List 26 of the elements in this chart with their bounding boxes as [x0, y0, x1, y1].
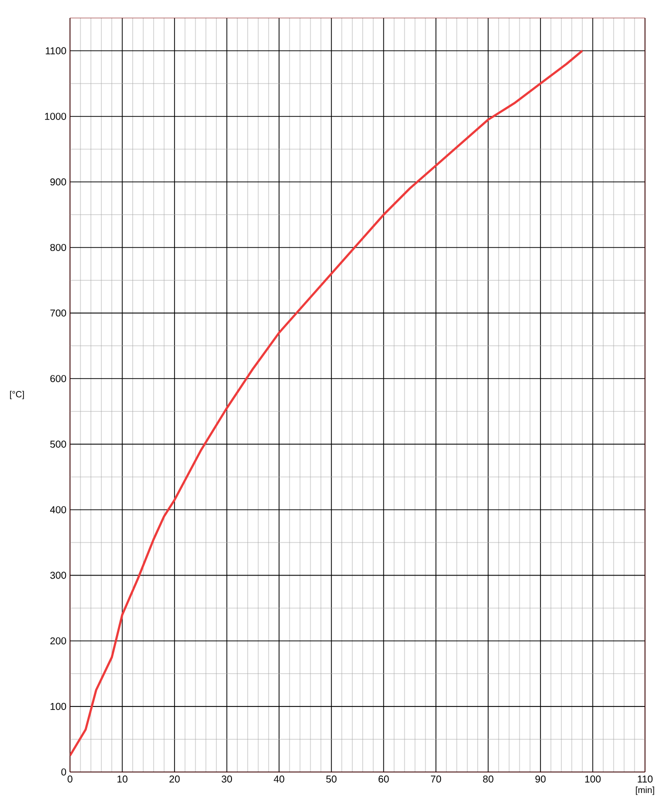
y-tick-label: 900 — [50, 178, 66, 186]
x-tick-label: 110 — [638, 776, 653, 783]
y-axis-title: [°C] — [10, 390, 24, 400]
x-tick-label: 90 — [535, 776, 546, 783]
x-tick-label: 20 — [170, 776, 180, 783]
x-axis-title: [min] — [636, 786, 654, 795]
y-tick-label: 500 — [50, 440, 66, 448]
y-tick-label: 700 — [50, 310, 66, 317]
x-tick-label: 40 — [274, 776, 284, 783]
x-tick-label: 30 — [222, 776, 232, 783]
y-tick-label: 0 — [61, 768, 66, 776]
y-tick-label: 300 — [50, 572, 66, 579]
y-tick-label: 800 — [50, 244, 66, 251]
x-tick-label: 100 — [585, 776, 601, 783]
x-tick-label: 70 — [430, 776, 442, 783]
x-tick-label: 80 — [483, 776, 494, 783]
x-tick-label: 10 — [118, 776, 128, 783]
y-tick-label: 600 — [50, 375, 66, 382]
x-tick-label: 50 — [326, 776, 337, 783]
x-tick-label: 60 — [378, 776, 389, 783]
y-tick-label: 1100 — [46, 47, 66, 54]
y-tick-label: 200 — [50, 637, 66, 644]
y-tick-label: 100 — [50, 702, 66, 710]
y-tick-label: 1000 — [45, 112, 66, 120]
x-tick-label: 0 — [68, 776, 72, 783]
y-tick-label: 400 — [50, 506, 66, 514]
